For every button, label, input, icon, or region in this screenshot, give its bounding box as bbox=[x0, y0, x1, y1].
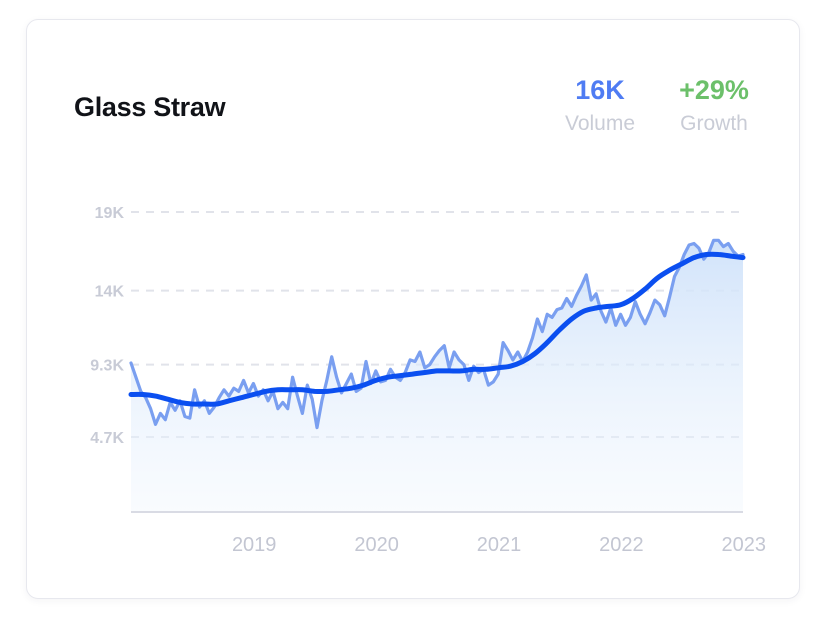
y-tick-label: 14K bbox=[95, 284, 125, 301]
y-tick-labels: 19K 14K 9.3K 4.7K bbox=[90, 205, 124, 447]
volume-value: 16K bbox=[575, 75, 625, 105]
volume-label: Volume bbox=[564, 112, 636, 135]
growth-value: +29% bbox=[679, 75, 749, 105]
card-title: Glass Straw bbox=[74, 92, 226, 122]
volume-metric: 16K Volume bbox=[555, 74, 645, 138]
x-tick-labels: 2019 2020 2021 2022 2023 bbox=[232, 534, 766, 556]
growth-metric: +29% Growth bbox=[659, 74, 769, 138]
x-tick-label: 2021 bbox=[477, 534, 522, 556]
y-tick-label: 9.3K bbox=[90, 358, 124, 375]
y-tick-label: 4.7K bbox=[90, 430, 124, 447]
x-tick-label: 2020 bbox=[354, 534, 399, 556]
growth-label: Growth bbox=[680, 112, 748, 135]
raw-series-line bbox=[129, 238, 745, 430]
y-tick-label: 19K bbox=[95, 205, 125, 222]
trend-series-line bbox=[128, 251, 746, 407]
x-tick-label: 2023 bbox=[722, 534, 767, 556]
x-tick-label: 2022 bbox=[599, 534, 644, 556]
x-tick-label: 2019 bbox=[232, 534, 277, 556]
